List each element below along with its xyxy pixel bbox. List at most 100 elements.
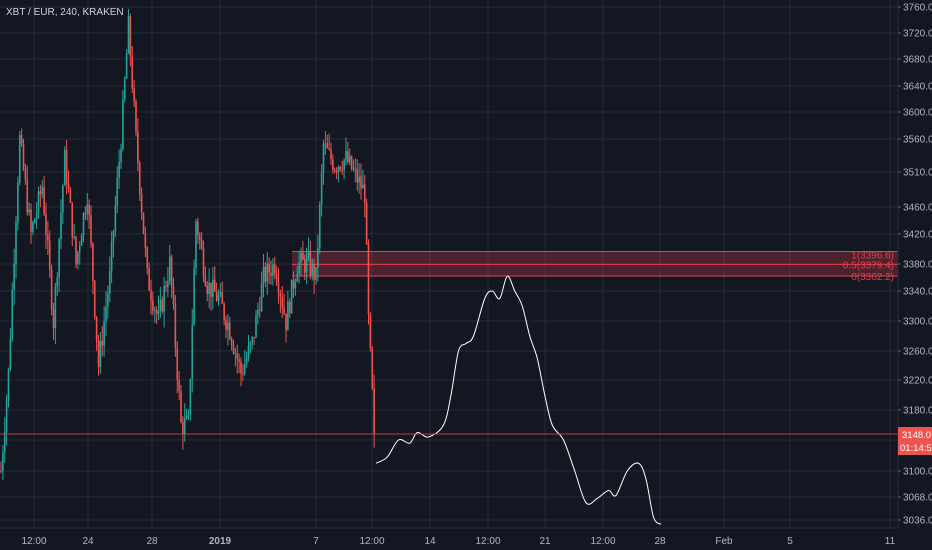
candle-body bbox=[242, 373, 244, 375]
y-tick-label: 3600.0 bbox=[903, 108, 932, 119]
candle-body bbox=[212, 279, 214, 297]
candle-body bbox=[30, 209, 32, 232]
candle-body bbox=[137, 131, 139, 163]
candle-body bbox=[69, 189, 72, 203]
candle-body bbox=[288, 301, 291, 314]
candle-body bbox=[356, 168, 359, 183]
y-tick-label: 3680.0 bbox=[903, 55, 932, 66]
y-tick-label: 3340.0 bbox=[903, 287, 932, 298]
candle-body bbox=[305, 257, 308, 273]
candle-body bbox=[26, 179, 29, 213]
candle-body bbox=[88, 204, 90, 216]
candle-body bbox=[50, 269, 53, 310]
candle-body bbox=[176, 347, 179, 380]
candle-body bbox=[129, 16, 132, 57]
candle-body bbox=[28, 209, 30, 213]
candle-body bbox=[272, 264, 274, 277]
x-tick-label: 7 bbox=[313, 536, 319, 547]
x-tick-label: 14 bbox=[424, 536, 436, 547]
candle-body bbox=[45, 214, 47, 235]
candle-body bbox=[360, 176, 362, 189]
y-tick-label: 3720.0 bbox=[903, 29, 932, 40]
candle-body bbox=[54, 286, 57, 329]
candle-body bbox=[165, 285, 167, 288]
candle-body bbox=[350, 156, 353, 170]
candle-body bbox=[172, 286, 175, 305]
candle-body bbox=[362, 184, 364, 189]
x-tick-label: 24 bbox=[82, 536, 94, 547]
time-axis[interactable]: 12:00 24 28 2019 7 12:00 14 12:00 21 12:00 28 Feb 5 1… bbox=[0, 527, 898, 547]
candle-body bbox=[290, 279, 293, 314]
candle-body bbox=[236, 353, 239, 360]
candle-body bbox=[103, 321, 105, 346]
candle-body bbox=[32, 222, 34, 232]
last-price-value: 3148.0 bbox=[902, 430, 931, 441]
candle-body bbox=[253, 336, 255, 338]
x-tick-label: 11 bbox=[885, 536, 896, 547]
candle-body bbox=[84, 213, 87, 215]
candle-body bbox=[313, 263, 315, 280]
candle-body bbox=[345, 151, 347, 160]
candle-body bbox=[80, 235, 83, 246]
x-tick-label: 12:00 bbox=[475, 536, 500, 547]
candle-body bbox=[170, 256, 173, 287]
candle-body bbox=[110, 241, 113, 271]
candle-body bbox=[168, 256, 171, 281]
candle-body bbox=[296, 273, 299, 282]
candle-body bbox=[317, 248, 319, 268]
candle-body bbox=[358, 176, 360, 183]
candle-body bbox=[41, 187, 44, 195]
candle-body bbox=[193, 268, 195, 325]
candle-body bbox=[75, 236, 77, 265]
y-tick-label: 3220.0 bbox=[903, 376, 932, 387]
x-tick-label: 2019 bbox=[209, 536, 232, 547]
candle-body bbox=[9, 339, 12, 369]
candle-body bbox=[157, 311, 160, 314]
candle-body bbox=[120, 149, 122, 163]
candle-body bbox=[155, 309, 158, 314]
y-tick-label: 3560.0 bbox=[903, 135, 932, 146]
candle-body bbox=[348, 156, 351, 163]
candle-body bbox=[71, 202, 74, 238]
projection-path bbox=[375, 275, 662, 525]
candle-body bbox=[133, 88, 135, 102]
candle-body bbox=[108, 270, 111, 294]
candle-body bbox=[258, 309, 261, 311]
candle-body bbox=[180, 391, 182, 423]
candle-body bbox=[335, 171, 338, 173]
candle-body bbox=[352, 168, 355, 170]
candle-body bbox=[163, 285, 165, 312]
candle-body bbox=[311, 263, 314, 275]
candle-body bbox=[182, 422, 184, 435]
y-tick-label: 3460.0 bbox=[903, 203, 932, 214]
candle-body bbox=[200, 239, 203, 249]
candle-body bbox=[367, 244, 370, 314]
candle-body bbox=[52, 309, 55, 329]
candle-body bbox=[217, 295, 220, 301]
chart-title: XBT / EUR, 240, KRAKEN bbox=[6, 7, 124, 18]
candle-body bbox=[159, 299, 162, 312]
candle-body bbox=[7, 368, 10, 400]
candle-body bbox=[339, 166, 342, 170]
candle-body bbox=[123, 78, 126, 100]
candle-body bbox=[347, 151, 349, 163]
candle-body bbox=[148, 268, 150, 291]
candle-body bbox=[341, 169, 344, 171]
candles bbox=[0, 8, 375, 481]
candle-body bbox=[5, 399, 8, 432]
candle-body bbox=[249, 342, 252, 347]
candle-body bbox=[95, 316, 98, 341]
candle-body bbox=[146, 247, 149, 269]
candle-body bbox=[122, 99, 124, 150]
candle-body bbox=[251, 336, 254, 343]
x-tick-label: 21 bbox=[539, 536, 551, 547]
candle-body bbox=[58, 239, 60, 278]
x-tick-label: 12:00 bbox=[359, 536, 384, 547]
candle-body bbox=[187, 415, 190, 417]
y-tick-label: 3300.0 bbox=[903, 317, 932, 328]
candle-body bbox=[219, 292, 222, 296]
candle-body bbox=[365, 202, 368, 245]
last-price-badge: 3148.0 01:14:52 bbox=[898, 427, 932, 455]
candle-body bbox=[125, 53, 128, 79]
